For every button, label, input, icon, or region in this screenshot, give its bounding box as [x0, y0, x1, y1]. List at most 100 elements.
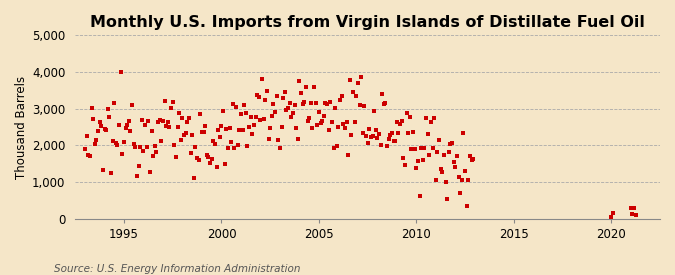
Point	[256, 76, 267, 81]
Point	[107, 139, 118, 144]
Point	[439, 153, 450, 157]
Point	[445, 142, 456, 146]
Point	[328, 146, 339, 150]
Point	[234, 128, 245, 132]
Point	[80, 147, 90, 152]
Point	[348, 90, 358, 94]
Point	[255, 118, 266, 122]
Point	[97, 168, 108, 172]
Point	[468, 156, 479, 161]
Point	[278, 96, 289, 100]
Point	[427, 146, 438, 150]
Point	[148, 154, 159, 159]
Point	[239, 103, 250, 107]
Point	[269, 110, 280, 115]
Point	[437, 170, 448, 174]
Point	[184, 116, 194, 120]
Point	[464, 153, 475, 158]
Point	[401, 111, 412, 116]
Point	[379, 102, 389, 106]
Point	[343, 153, 354, 157]
Point	[261, 89, 272, 93]
Point	[442, 196, 453, 201]
Point	[416, 146, 427, 150]
Point	[385, 132, 396, 137]
Point	[198, 130, 209, 134]
Point	[253, 95, 264, 100]
Point	[104, 115, 115, 120]
Point	[305, 101, 316, 105]
Point	[201, 153, 212, 157]
Point	[284, 101, 295, 105]
Point	[84, 154, 95, 158]
Point	[380, 101, 391, 105]
Point	[398, 155, 409, 160]
Point	[267, 114, 277, 119]
Point	[367, 133, 378, 138]
Point	[352, 81, 363, 85]
Point	[359, 104, 370, 108]
Point	[124, 119, 134, 123]
Point	[330, 106, 341, 110]
Point	[447, 140, 458, 145]
Point	[417, 158, 428, 162]
Point	[466, 158, 477, 162]
Point	[265, 126, 275, 130]
Point	[247, 131, 258, 136]
Point	[190, 145, 201, 149]
Point	[627, 211, 638, 216]
Point	[315, 121, 326, 126]
Point	[174, 110, 185, 115]
Point	[176, 138, 186, 142]
Point	[252, 93, 263, 97]
Point	[628, 205, 639, 210]
Point	[133, 164, 144, 168]
Y-axis label: Thousand Barrels: Thousand Barrels	[15, 75, 28, 178]
Point	[95, 119, 105, 124]
Text: Source: U.S. Energy Information Administration: Source: U.S. Energy Information Administ…	[54, 264, 300, 274]
Point	[450, 164, 461, 169]
Point	[340, 125, 350, 130]
Point	[96, 124, 107, 128]
Point	[244, 125, 254, 129]
Point	[91, 138, 102, 142]
Point	[606, 215, 617, 219]
Point	[138, 149, 149, 153]
Title: Monthly U.S. Imports from Virgin Islands of Distillate Fuel Oil: Monthly U.S. Imports from Virgin Islands…	[90, 15, 645, 30]
Point	[412, 159, 423, 163]
Point	[86, 106, 97, 110]
Point	[193, 158, 204, 162]
Point	[291, 126, 302, 131]
Point	[271, 94, 282, 98]
Point	[81, 134, 92, 138]
Point	[236, 112, 246, 116]
Point	[393, 131, 404, 135]
Point	[165, 106, 176, 110]
Point	[119, 139, 130, 144]
Point	[362, 141, 373, 145]
Point	[163, 120, 173, 125]
Point	[182, 119, 193, 124]
Point	[281, 108, 292, 112]
Point	[319, 114, 329, 119]
Point	[461, 204, 472, 208]
Point	[209, 142, 220, 147]
Point	[231, 105, 242, 109]
Point	[203, 155, 214, 160]
Point	[357, 130, 368, 135]
Point	[403, 131, 414, 135]
Point	[155, 118, 165, 122]
Point	[294, 79, 305, 83]
Point	[392, 120, 402, 124]
Point	[375, 142, 386, 147]
Point	[153, 119, 163, 124]
Point	[308, 85, 319, 89]
Point	[132, 174, 142, 178]
Point	[356, 75, 367, 79]
Point	[232, 143, 243, 147]
Point	[288, 111, 298, 115]
Point	[296, 91, 306, 96]
Point	[292, 137, 303, 142]
Point	[227, 102, 238, 106]
Point	[180, 131, 191, 136]
